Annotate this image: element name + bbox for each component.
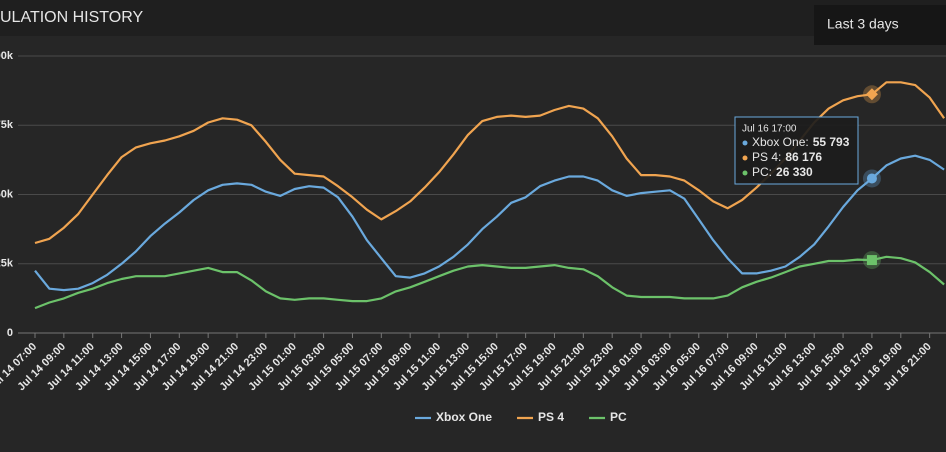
tooltip-box	[734, 116, 859, 185]
legend-label[interactable]: PC	[610, 410, 627, 424]
y-tick-label: 50k	[0, 188, 14, 200]
tooltip-value: 86 176	[785, 150, 822, 164]
tooltip-label: Xbox One:	[752, 135, 809, 149]
tooltip-bullet	[742, 155, 748, 161]
y-tick-label: 100k	[0, 50, 14, 62]
tooltip-item: PC: 26 330	[752, 165, 813, 179]
tooltip-value: 55 793	[813, 135, 850, 149]
data-point	[865, 88, 878, 101]
data-point	[866, 173, 877, 184]
tooltip-title: Jul 16 17:00	[742, 124, 797, 135]
tooltip-bullet	[742, 140, 748, 146]
tooltip-item: Xbox One: 55 793	[752, 135, 850, 149]
legend-label[interactable]: Xbox One	[436, 410, 492, 424]
y-tick-label: 75k	[0, 119, 14, 131]
range-selector[interactable]	[814, 5, 946, 45]
tooltip-bullet	[742, 170, 748, 176]
series-line	[34, 154, 945, 292]
y-tick-label: 0	[7, 327, 13, 339]
series-line	[34, 255, 945, 310]
chart-title: ULATION HISTORY	[0, 9, 143, 26]
tooltip-label: PC:	[752, 165, 772, 179]
data-point	[866, 255, 877, 266]
tooltip-item: PS 4: 86 176	[752, 150, 822, 164]
header-bar	[0, 0, 946, 36]
tooltip-label: PS 4:	[752, 150, 781, 164]
tooltip-value: 26 330	[776, 165, 813, 179]
legend-label[interactable]: PS 4	[538, 410, 564, 424]
range-selector-label[interactable]: Last 3 days	[827, 16, 899, 32]
y-tick-label: 25k	[0, 258, 14, 270]
